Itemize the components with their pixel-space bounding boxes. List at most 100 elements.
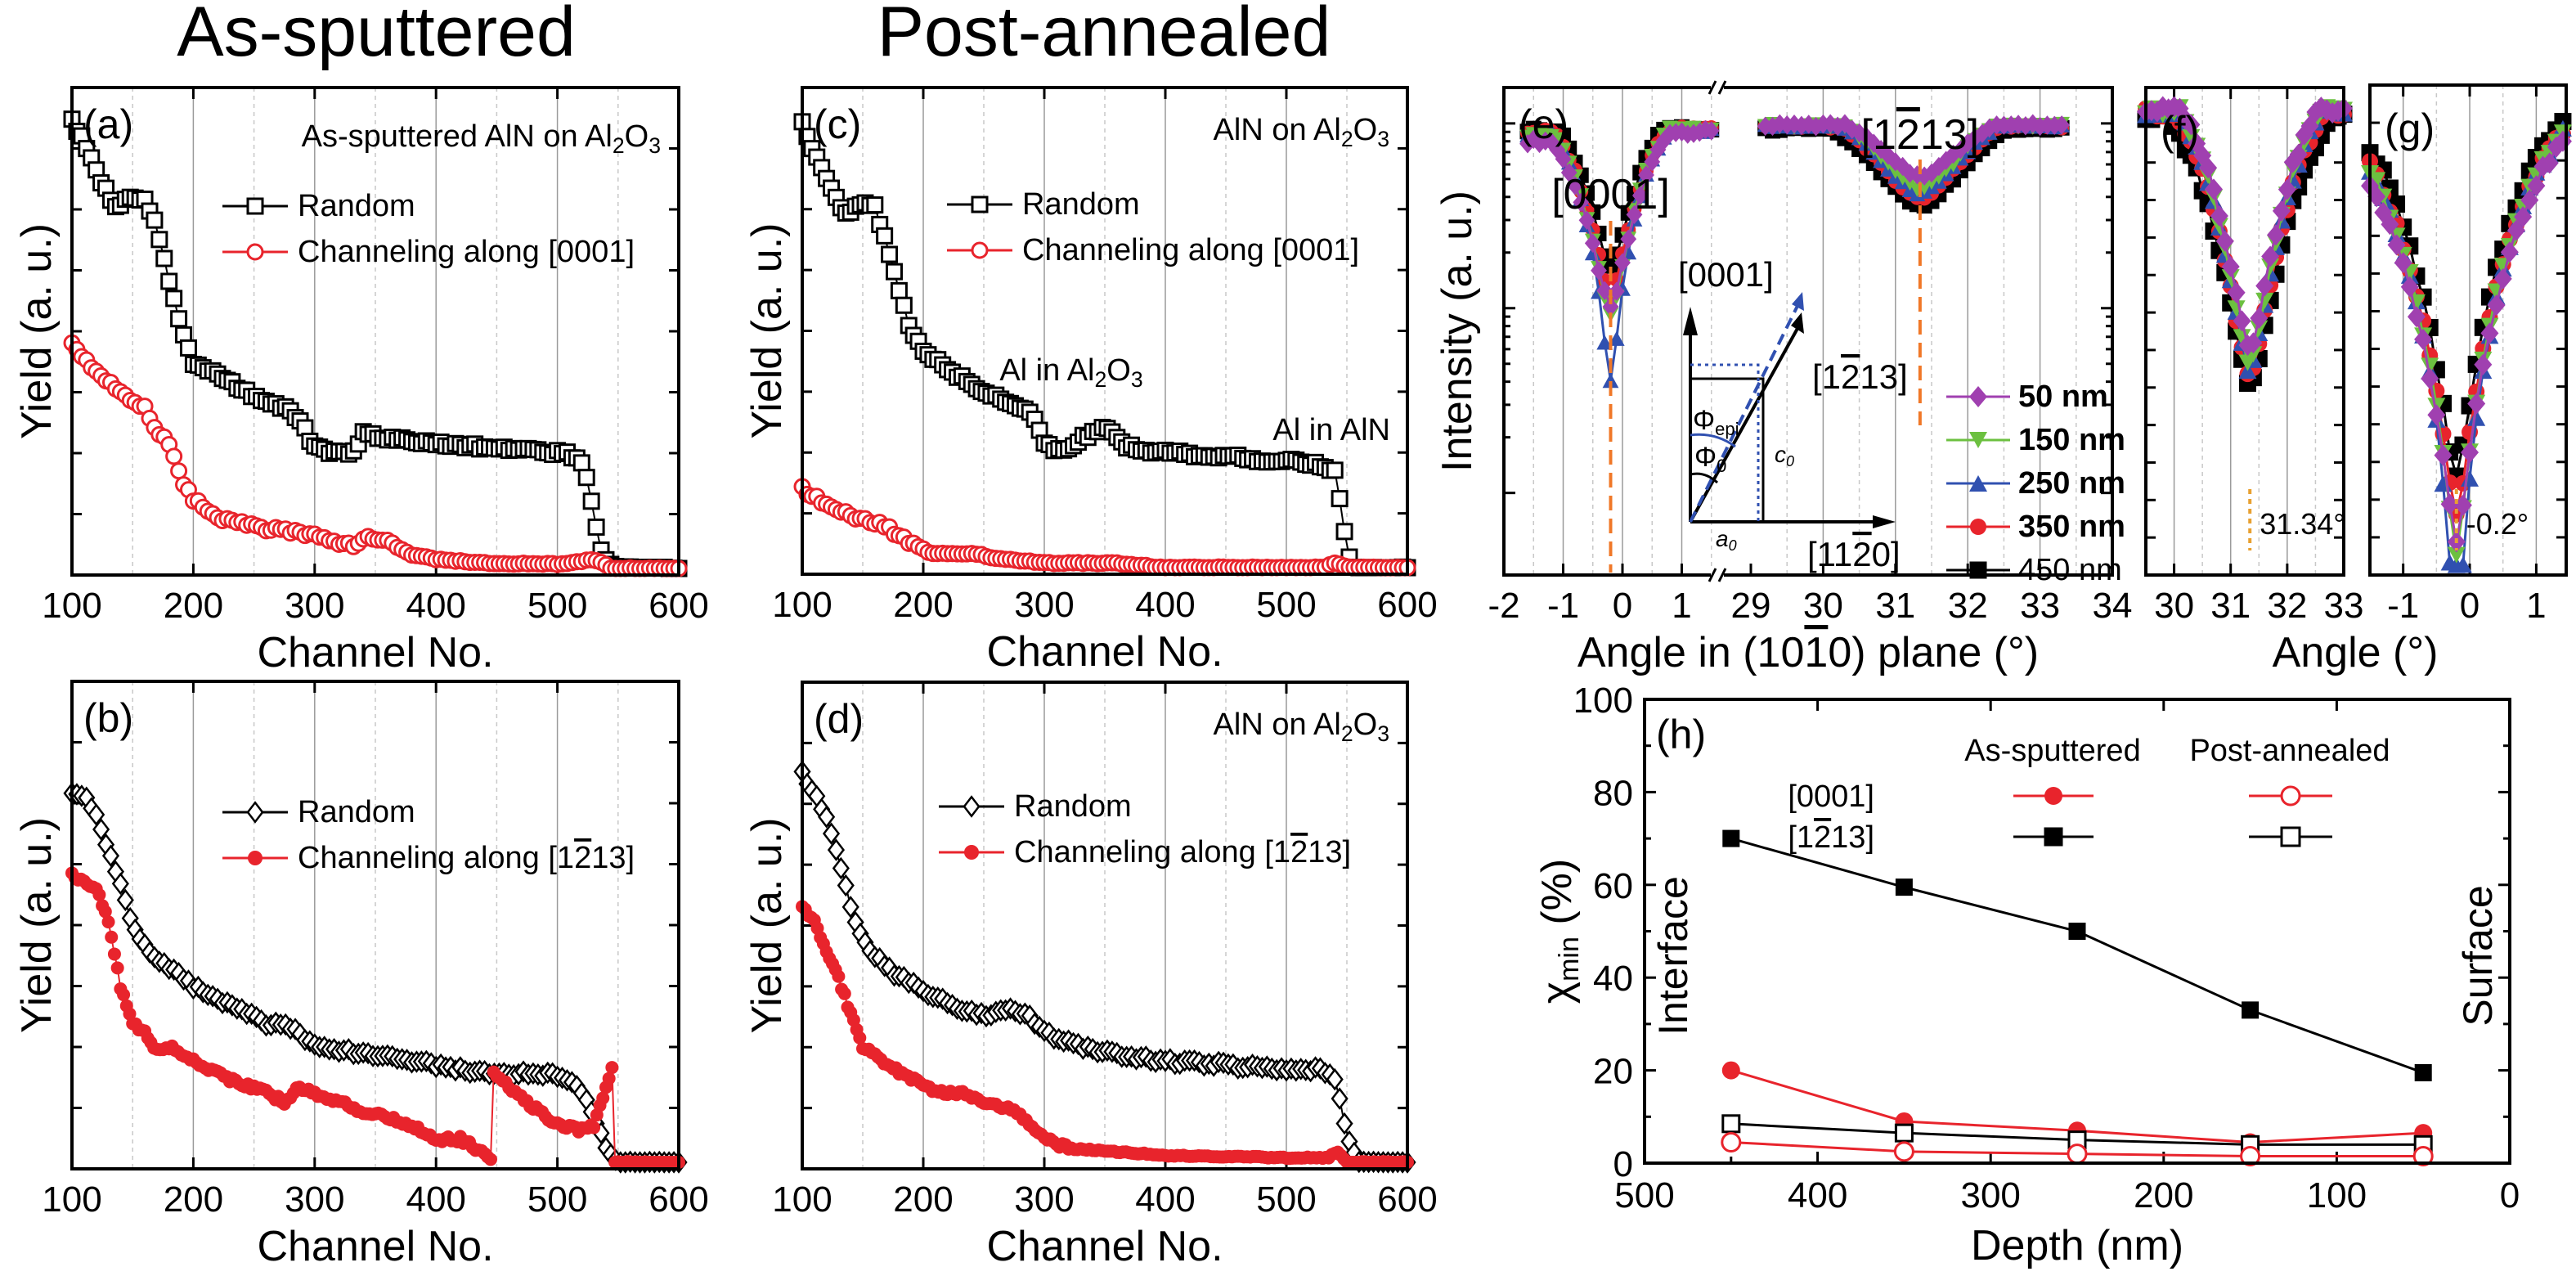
legend-label: Channeling along [0001] (1022, 233, 1359, 267)
series-line (1730, 837, 2424, 1074)
center-annotation: -0.2° (2466, 507, 2529, 541)
data-point (1608, 281, 1625, 301)
data-point (1638, 165, 1654, 185)
data-point (1771, 114, 1788, 133)
vector-1-213 (1689, 325, 1801, 523)
legend-label: Channeling along [1213] (298, 841, 635, 875)
data-point (2421, 367, 2439, 389)
center-annotation: 31.34° (2260, 507, 2345, 541)
data-point (2244, 332, 2263, 354)
data-point (155, 249, 173, 267)
legend-marker (971, 195, 989, 213)
data-point (895, 296, 913, 314)
legend-label: Channeling along [0001] (298, 235, 635, 269)
series-channeling-along-0001- (793, 478, 1416, 577)
data-point (2242, 1001, 2260, 1019)
series-post-annealed-0001- (1721, 1131, 2434, 1166)
legend-marker (971, 241, 989, 259)
arrowhead (1791, 312, 1804, 334)
legend-label: 250 nm (2018, 466, 2125, 501)
data-point (2255, 275, 2274, 297)
y-axis-label: Yield (a. u.) (743, 818, 791, 1034)
data-point (2210, 204, 2228, 227)
data-point (2440, 493, 2459, 515)
x-tick-label: 400 (406, 1179, 465, 1220)
data-point (1894, 1123, 1914, 1143)
data-point (2407, 306, 2426, 328)
inset-label-11-20: [1120] (1807, 535, 1901, 573)
series-channeling-along-0001- (63, 334, 688, 577)
inset-label-0001: [0001] (1678, 255, 1774, 294)
x-axis-label: Depth (nm) (1971, 1222, 2183, 1269)
data-point (1326, 1067, 1344, 1091)
phi-0-label: Φ0 (1694, 442, 1726, 476)
sample-annotation: AlN on Al2O3 (1214, 708, 1389, 746)
x-axis-label: Channel No. (257, 1223, 493, 1270)
x-tick-label: 200 (164, 1179, 223, 1220)
text-part: O (1106, 353, 1131, 388)
data-point (2467, 393, 2486, 415)
panel-c: 100 200 300 400 500 600 (c) Channel No. Yield (a… (743, 86, 1438, 676)
data-point (1335, 1112, 1353, 1135)
data-point (1793, 115, 1810, 136)
x-tick-label: 33 (2324, 586, 2364, 626)
panel-g: -1 0 1 -0.2° (g) (2361, 83, 2572, 626)
data-point (101, 915, 115, 929)
text-part: 13] (1308, 835, 1351, 869)
data-point (2493, 267, 2512, 290)
data-point (1829, 116, 1846, 136)
x-tick-label: 500 (527, 586, 587, 626)
legend-marker (2280, 826, 2301, 847)
data-point (2017, 116, 2034, 136)
data-point (827, 838, 846, 861)
phi-epi-label: Φepi (1693, 405, 1739, 439)
legend-marker (2044, 787, 2062, 805)
text-part: 0] (1872, 535, 1901, 573)
x-axis-label: Channel No. (986, 628, 1223, 676)
data-point (150, 231, 168, 249)
legend-label: Random (1022, 187, 1140, 222)
plot-frame (2368, 83, 2568, 577)
subscript: 2 (1341, 721, 1353, 746)
y-axis-label: χmin (%) (1533, 859, 1585, 1004)
subscript: min (1554, 937, 1585, 982)
data-point (1560, 163, 1577, 182)
column-title-post-annealed: Post-annealed (877, 0, 1331, 71)
data-point (2506, 219, 2525, 241)
plot-frame (1643, 698, 2511, 1165)
x-tick-label: 200 (893, 585, 953, 625)
x-tick-label: 200 (164, 586, 223, 626)
subscript: 0 (1717, 456, 1726, 476)
panel-label: (c) (814, 101, 861, 147)
data-point (1567, 176, 1583, 195)
x-tick-label: 500 (1256, 1179, 1316, 1220)
x-tick-label: 1 (1672, 586, 1691, 626)
arrowhead (1792, 292, 1804, 311)
legend-label: Random (298, 795, 415, 829)
data-point (1880, 146, 1896, 165)
x-tick-label: 400 (1788, 1175, 1847, 1215)
subscript: 2 (613, 133, 625, 158)
data-point (1837, 114, 1853, 133)
inset-label-1-213: [1213] (1812, 357, 1908, 396)
x-tick-label: 500 (1614, 1175, 1674, 1215)
annotation-al-in-aln: Al in AlN (1272, 413, 1390, 447)
epi-cell-box (1690, 363, 1760, 522)
data-point (92, 887, 106, 901)
overbar-digit: 2 (1290, 835, 1308, 869)
data-point (111, 872, 129, 896)
legend-col-as-sputtered: As-sputtered (1964, 734, 2140, 768)
y-tick-label: 60 (1593, 866, 1633, 906)
data-point (165, 290, 183, 308)
series-random (63, 110, 688, 577)
x-tick-label: 400 (1135, 1179, 1195, 1220)
legend-marker (246, 197, 264, 215)
x-tick-label: 300 (1014, 585, 1074, 625)
subscript: 3 (1377, 721, 1389, 746)
data-point (866, 196, 884, 214)
data-point (1895, 878, 1913, 896)
y-axis-label: Yield (a. u.) (743, 223, 791, 439)
legend-marker (248, 851, 263, 865)
sample-annotation: As-sputtered AlN on Al2O3 (302, 119, 661, 158)
